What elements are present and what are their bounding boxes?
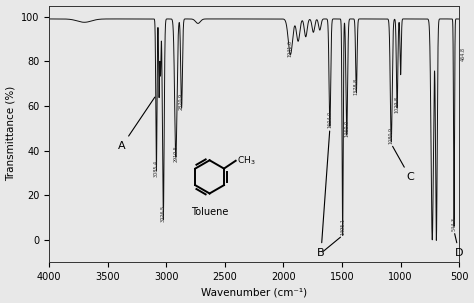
Text: 3026.5: 3026.5	[161, 205, 166, 222]
Text: 1029.8: 1029.8	[395, 96, 400, 113]
X-axis label: Wavenumber (cm⁻¹): Wavenumber (cm⁻¹)	[201, 288, 307, 298]
Text: A: A	[118, 97, 155, 151]
Text: B: B	[317, 131, 330, 258]
Text: 1460.0: 1460.0	[344, 120, 349, 137]
Text: 544.3: 544.3	[452, 217, 456, 231]
Text: 464.8: 464.8	[461, 47, 466, 61]
Text: 1941.6: 1941.6	[288, 40, 293, 57]
Text: 2870.9: 2870.9	[179, 93, 184, 110]
Text: 3085.4: 3085.4	[154, 160, 159, 177]
Y-axis label: Transmittance (%): Transmittance (%)	[6, 86, 16, 181]
Text: 1080.9: 1080.9	[389, 127, 393, 144]
Text: 1495.1: 1495.1	[340, 218, 345, 235]
Text: C: C	[392, 146, 414, 182]
Text: D: D	[455, 234, 464, 258]
Text: 1378.8: 1378.8	[354, 78, 359, 95]
Text: 1604.0: 1604.0	[328, 111, 332, 128]
Text: 2919.5: 2919.5	[173, 145, 178, 162]
